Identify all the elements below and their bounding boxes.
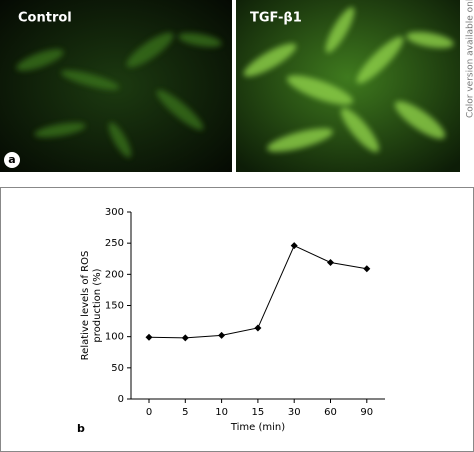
y-tick-label: 150	[105, 301, 124, 312]
x-tick-label: 60	[324, 407, 337, 418]
x-tick-label: 30	[288, 407, 301, 418]
y-tick-label: 250	[105, 238, 124, 249]
x-tick-label: 10	[215, 407, 228, 418]
y-tick-label: 100	[105, 332, 124, 343]
chart: 0 50 100 150 200 250 300 0 5 10 15 30 60 90 Time (min)…	[77, 207, 385, 435]
y-tick-label: 0	[118, 394, 124, 405]
image-label: TGF-β1	[250, 11, 302, 26]
data-point	[327, 258, 334, 266]
series-line	[148, 244, 367, 339]
image-label: Control	[18, 11, 72, 26]
panel-label-badge	[4, 152, 20, 168]
y-axis-label: Relative levels of ROS	[80, 251, 91, 361]
x-tick-label: 0	[146, 407, 152, 418]
y-tick-label: 300	[105, 207, 124, 218]
x-tick-label: 90	[360, 407, 373, 418]
panel-label: a	[8, 153, 15, 166]
side-note: Color version available online	[466, 0, 474, 118]
y-axis-label: production (%)	[92, 268, 103, 342]
x-tick-label: 5	[182, 407, 188, 418]
panel-label: b	[77, 422, 85, 435]
control-image	[0, 0, 232, 172]
y-tick-label: 200	[105, 269, 124, 280]
chart-frame	[0, 187, 474, 452]
data-point	[290, 242, 298, 250]
x-axis-label: Time (min)	[230, 422, 285, 433]
data-point	[181, 334, 189, 342]
data-point	[218, 331, 226, 339]
x-tick-label: 15	[252, 407, 265, 418]
y-tick-label: 50	[111, 363, 124, 374]
data-point	[363, 265, 371, 273]
data-point	[145, 333, 153, 341]
data-point	[254, 324, 262, 332]
tgf-image	[236, 0, 460, 172]
